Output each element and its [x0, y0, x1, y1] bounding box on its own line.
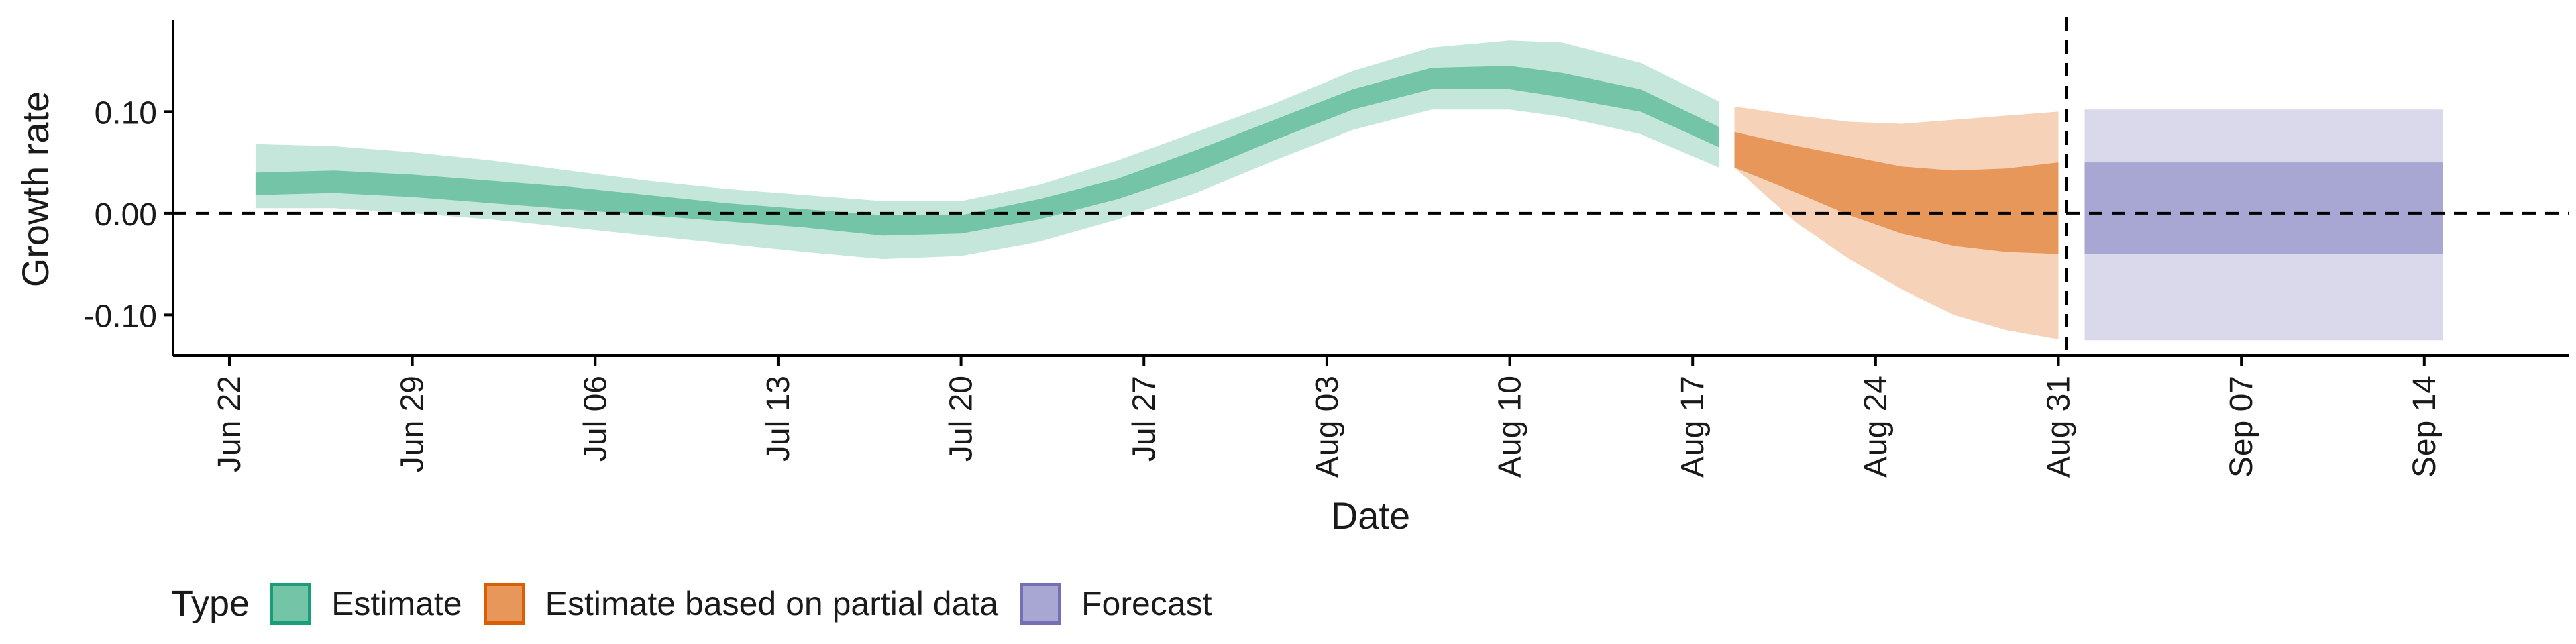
x-tick-label: Jul 27 — [1126, 376, 1162, 462]
legend-key-partial — [483, 583, 525, 625]
legend-label-partial: Estimate based on partial data — [545, 585, 999, 623]
x-ticks: Jun 22 Jun 29 Jul 06 Jul 13 Jul 20 Jul 27 Aug … — [212, 356, 2443, 478]
band-inner-estimate — [255, 66, 1719, 236]
x-tick-label: Jun 22 — [212, 376, 248, 472]
y-ticks: 0.10 0.00 -0.10 — [84, 95, 173, 334]
y-tick-label: 0.00 — [95, 197, 157, 233]
x-tick-label: Aug 17 — [1675, 376, 1711, 478]
legend-item-estimate: Estimate — [270, 583, 462, 625]
legend-key-forecast — [1020, 583, 1062, 625]
x-tick-label: Sep 14 — [2407, 376, 2443, 478]
legend-title: Type — [171, 584, 250, 624]
y-tick-label: 0.10 — [95, 95, 157, 131]
legend: Type Estimate Estimate based on partial … — [171, 574, 1234, 634]
x-tick-label: Aug 31 — [2041, 376, 2077, 478]
x-tick-label: Jun 29 — [395, 376, 431, 472]
axes — [172, 20, 2569, 357]
y-tick-label: -0.10 — [84, 299, 157, 334]
reference-lines — [173, 17, 2569, 356]
x-tick-label: Jul 06 — [578, 376, 613, 462]
legend-item-forecast: Forecast — [1020, 583, 1212, 625]
x-tick-label: Aug 10 — [1493, 376, 1528, 478]
band-inner-estimate-based-on-partial-data — [1734, 131, 2059, 254]
x-tick-label: Aug 24 — [1858, 376, 1894, 478]
band-inner-forecast — [2084, 162, 2443, 254]
x-tick-label: Jul 20 — [944, 376, 979, 462]
legend-item-partial: Estimate based on partial data — [483, 583, 999, 625]
legend-label-forecast: Forecast — [1081, 585, 1212, 623]
x-tick-label: Sep 07 — [2224, 376, 2259, 478]
legend-key-estimate — [270, 583, 312, 625]
bands-layer — [255, 40, 2443, 341]
x-tick-label: Jul 13 — [761, 376, 796, 462]
x-tick-label: Aug 03 — [1309, 376, 1345, 478]
x-axis-title: Date — [1331, 494, 1410, 537]
y-axis-title: Growth rate — [14, 91, 56, 288]
legend-label-estimate: Estimate — [331, 585, 462, 623]
